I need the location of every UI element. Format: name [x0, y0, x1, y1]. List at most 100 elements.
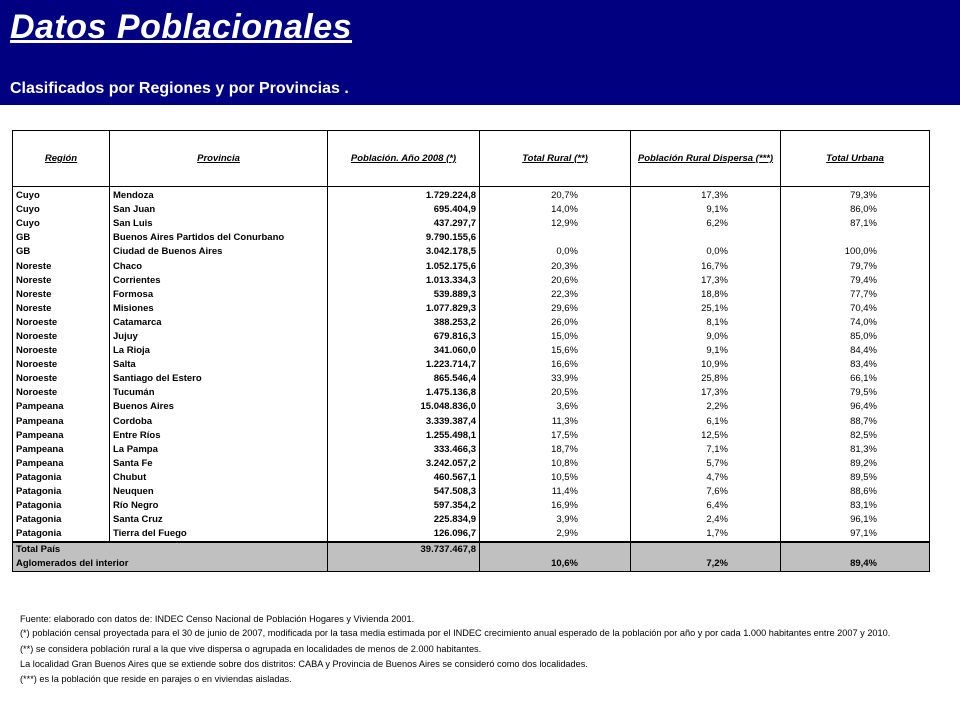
- cell-provincia: Jujuy: [109, 329, 328, 345]
- cell-total-rural: 14,0%: [479, 203, 631, 218]
- table-row: Noreste Chaco 1.052.175,6 20,3% 16,7% 79,7%: [12, 259, 930, 274]
- empty-cell: [780, 541, 930, 558]
- aglomerados-urbana: 89,4%: [780, 557, 930, 572]
- cell-poblacion: 341.060,0: [327, 344, 480, 359]
- cell-provincia: Catamarca: [109, 315, 328, 330]
- cell-poblacion: 1.729.224,8: [327, 186, 480, 204]
- cell-region: Patagonia: [12, 527, 110, 543]
- cell-provincia: Ciudad de Buenos Aires: [109, 245, 328, 260]
- table-row: Noroeste Santiago del Estero 865.546,4 33,9…: [12, 372, 930, 387]
- total-pais-label: Total País: [12, 541, 328, 558]
- cell-total-urbana: 79,3%: [780, 186, 930, 204]
- cell-total-rural: 11,3%: [479, 414, 631, 429]
- cell-total-urbana: 89,2%: [780, 456, 930, 471]
- cell-region: Noroeste: [12, 372, 110, 387]
- cell-total-urbana: 82,5%: [780, 428, 930, 443]
- cell-rural-dispersa: 25,8%: [630, 372, 781, 387]
- cell-poblacion: 679.816,3: [327, 329, 480, 345]
- table-row: Cuyo San Juan 695.404,9 14,0% 9,1% 86,0%: [12, 203, 930, 218]
- cell-rural-dispersa: 9,1%: [630, 344, 781, 359]
- cell-region: Patagonia: [12, 513, 110, 528]
- note-fuente: Fuente: elaborado con datos de: INDEC Ce…: [20, 614, 415, 624]
- header-banner: Datos Poblacionales Clasificados por Reg…: [0, 0, 960, 105]
- cell-rural-dispersa: 6,4%: [630, 499, 781, 514]
- cell-provincia: Río Negro: [109, 499, 328, 514]
- table-row: Noreste Corrientes 1.013.334,3 20,6% 17,3% 79…: [12, 273, 930, 288]
- cell-provincia: Tierra del Fuego: [109, 527, 328, 543]
- note-3: La localidad Gran Buenos Aires que se ex…: [20, 659, 588, 669]
- cell-poblacion: 1.077.829,3: [327, 301, 480, 316]
- cell-rural-dispersa: 8,1%: [630, 315, 781, 330]
- cell-region: Patagonia: [12, 484, 110, 500]
- cell-provincia: Santa Cruz: [109, 513, 328, 528]
- note-2: (**) se considera población rural a la q…: [20, 644, 482, 654]
- cell-provincia: La Pampa: [109, 442, 328, 457]
- cell-poblacion: 3.042.178,5: [327, 245, 480, 260]
- cell-region: Cuyo: [12, 203, 110, 218]
- cell-poblacion: 1.013.334,3: [327, 273, 480, 288]
- cell-poblacion: 1.052.175,6: [327, 259, 480, 274]
- table-header-row: Región Provincia Población. Año 2008 (*)…: [12, 130, 930, 187]
- cell-rural-dispersa: 12,5%: [630, 428, 781, 443]
- cell-rural-dispersa: 17,3%: [630, 273, 781, 288]
- cell-provincia: Neuquen: [109, 484, 328, 500]
- cell-poblacion: 695.404,9: [327, 203, 480, 218]
- cell-provincia: San Luis: [109, 217, 328, 232]
- cell-total-rural: 11,4%: [479, 484, 631, 500]
- cell-rural-dispersa: 2,4%: [630, 513, 781, 528]
- cell-poblacion: 539.889,3: [327, 287, 480, 302]
- footnotes: Fuente: elaborado con datos de: INDEC Ce…: [20, 612, 925, 687]
- cell-provincia: San Juan: [109, 203, 328, 218]
- cell-poblacion: 1.255.498,1: [327, 428, 480, 443]
- cell-provincia: Salta: [109, 358, 328, 373]
- cell-total-urbana: 66,1%: [780, 372, 930, 387]
- cell-total-urbana: 79,7%: [780, 259, 930, 274]
- table-row: Noroeste Catamarca 388.253,2 26,0% 8,1% 74,0%: [12, 315, 930, 330]
- cell-region: Patagonia: [12, 499, 110, 514]
- cell-rural-dispersa: 17,3%: [630, 186, 781, 204]
- cell-total-rural: 20,5%: [479, 386, 631, 401]
- cell-provincia: Chaco: [109, 259, 328, 274]
- cell-rural-dispersa: 7,1%: [630, 442, 781, 457]
- cell-total-urbana: 70,4%: [780, 301, 930, 316]
- cell-provincia: Buenos Aires: [109, 400, 328, 415]
- cell-total-rural: 22,3%: [479, 287, 631, 302]
- table-row: Noroeste Jujuy 679.816,3 15,0% 9,0% 85,0%: [12, 329, 930, 345]
- aglomerados-label: Aglomerados del interior: [12, 557, 328, 572]
- cell-provincia: Misiones: [109, 301, 328, 316]
- cell-rural-dispersa: 1,7%: [630, 527, 781, 543]
- table-row: Cuyo Mendoza 1.729.224,8 20,7% 17,3% 79,3%: [12, 186, 930, 204]
- empty-cell: [327, 557, 480, 572]
- cell-region: Pampeana: [12, 442, 110, 457]
- cell-poblacion: 9.790.155,6: [327, 231, 480, 246]
- table-body: Cuyo Mendoza 1.729.224,8 20,7% 17,3% 79,3% Cuy…: [12, 186, 930, 543]
- cell-total-rural: 18,7%: [479, 442, 631, 457]
- table-row: Pampeana Cordoba 3.339.387,4 11,3% 6,1% 88,7%: [12, 414, 930, 429]
- cell-total-rural: 17,5%: [479, 428, 631, 443]
- cell-provincia: Corrientes: [109, 273, 328, 288]
- cell-total-urbana: 97,1%: [780, 527, 930, 543]
- table-row: Patagonia Santa Cruz 225.834,9 3,9% 2,4% 96,1…: [12, 513, 930, 528]
- cell-provincia: Formosa: [109, 287, 328, 302]
- cell-rural-dispersa: 6,2%: [630, 217, 781, 232]
- cell-poblacion: 3.339.387,4: [327, 414, 480, 429]
- table-row: GB Buenos Aires Partidos del Conurbano 9.7…: [12, 231, 930, 246]
- cell-rural-dispersa: 2,2%: [630, 400, 781, 415]
- cell-provincia: Entre Ríos: [109, 428, 328, 443]
- total-pais-row: Total País 39.737.467,8: [12, 541, 930, 558]
- cell-total-rural: 20,6%: [479, 273, 631, 288]
- cell-poblacion: 126.096,7: [327, 527, 480, 543]
- col-header-poblacion: Población. Año 2008 (*): [327, 130, 480, 187]
- cell-total-rural: 16,6%: [479, 358, 631, 373]
- cell-total-urbana: 77,7%: [780, 287, 930, 302]
- note-4: (***) es la población que reside en para…: [20, 674, 292, 684]
- cell-total-rural: 3,9%: [479, 513, 631, 528]
- cell-total-urbana: 100,0%: [780, 245, 930, 260]
- cell-poblacion: 1.223.714,7: [327, 358, 480, 373]
- note-1: (*) población censal proyectada para el …: [20, 628, 891, 638]
- cell-poblacion: 547.508,3: [327, 484, 480, 500]
- cell-total-rural: 20,3%: [479, 259, 631, 274]
- table-row: Noroeste La Rioja 341.060,0 15,6% 9,1% 84,4%: [12, 344, 930, 359]
- table-row: Cuyo San Luis 437.297,7 12,9% 6,2% 87,1%: [12, 217, 930, 232]
- cell-total-urbana: 83,1%: [780, 499, 930, 514]
